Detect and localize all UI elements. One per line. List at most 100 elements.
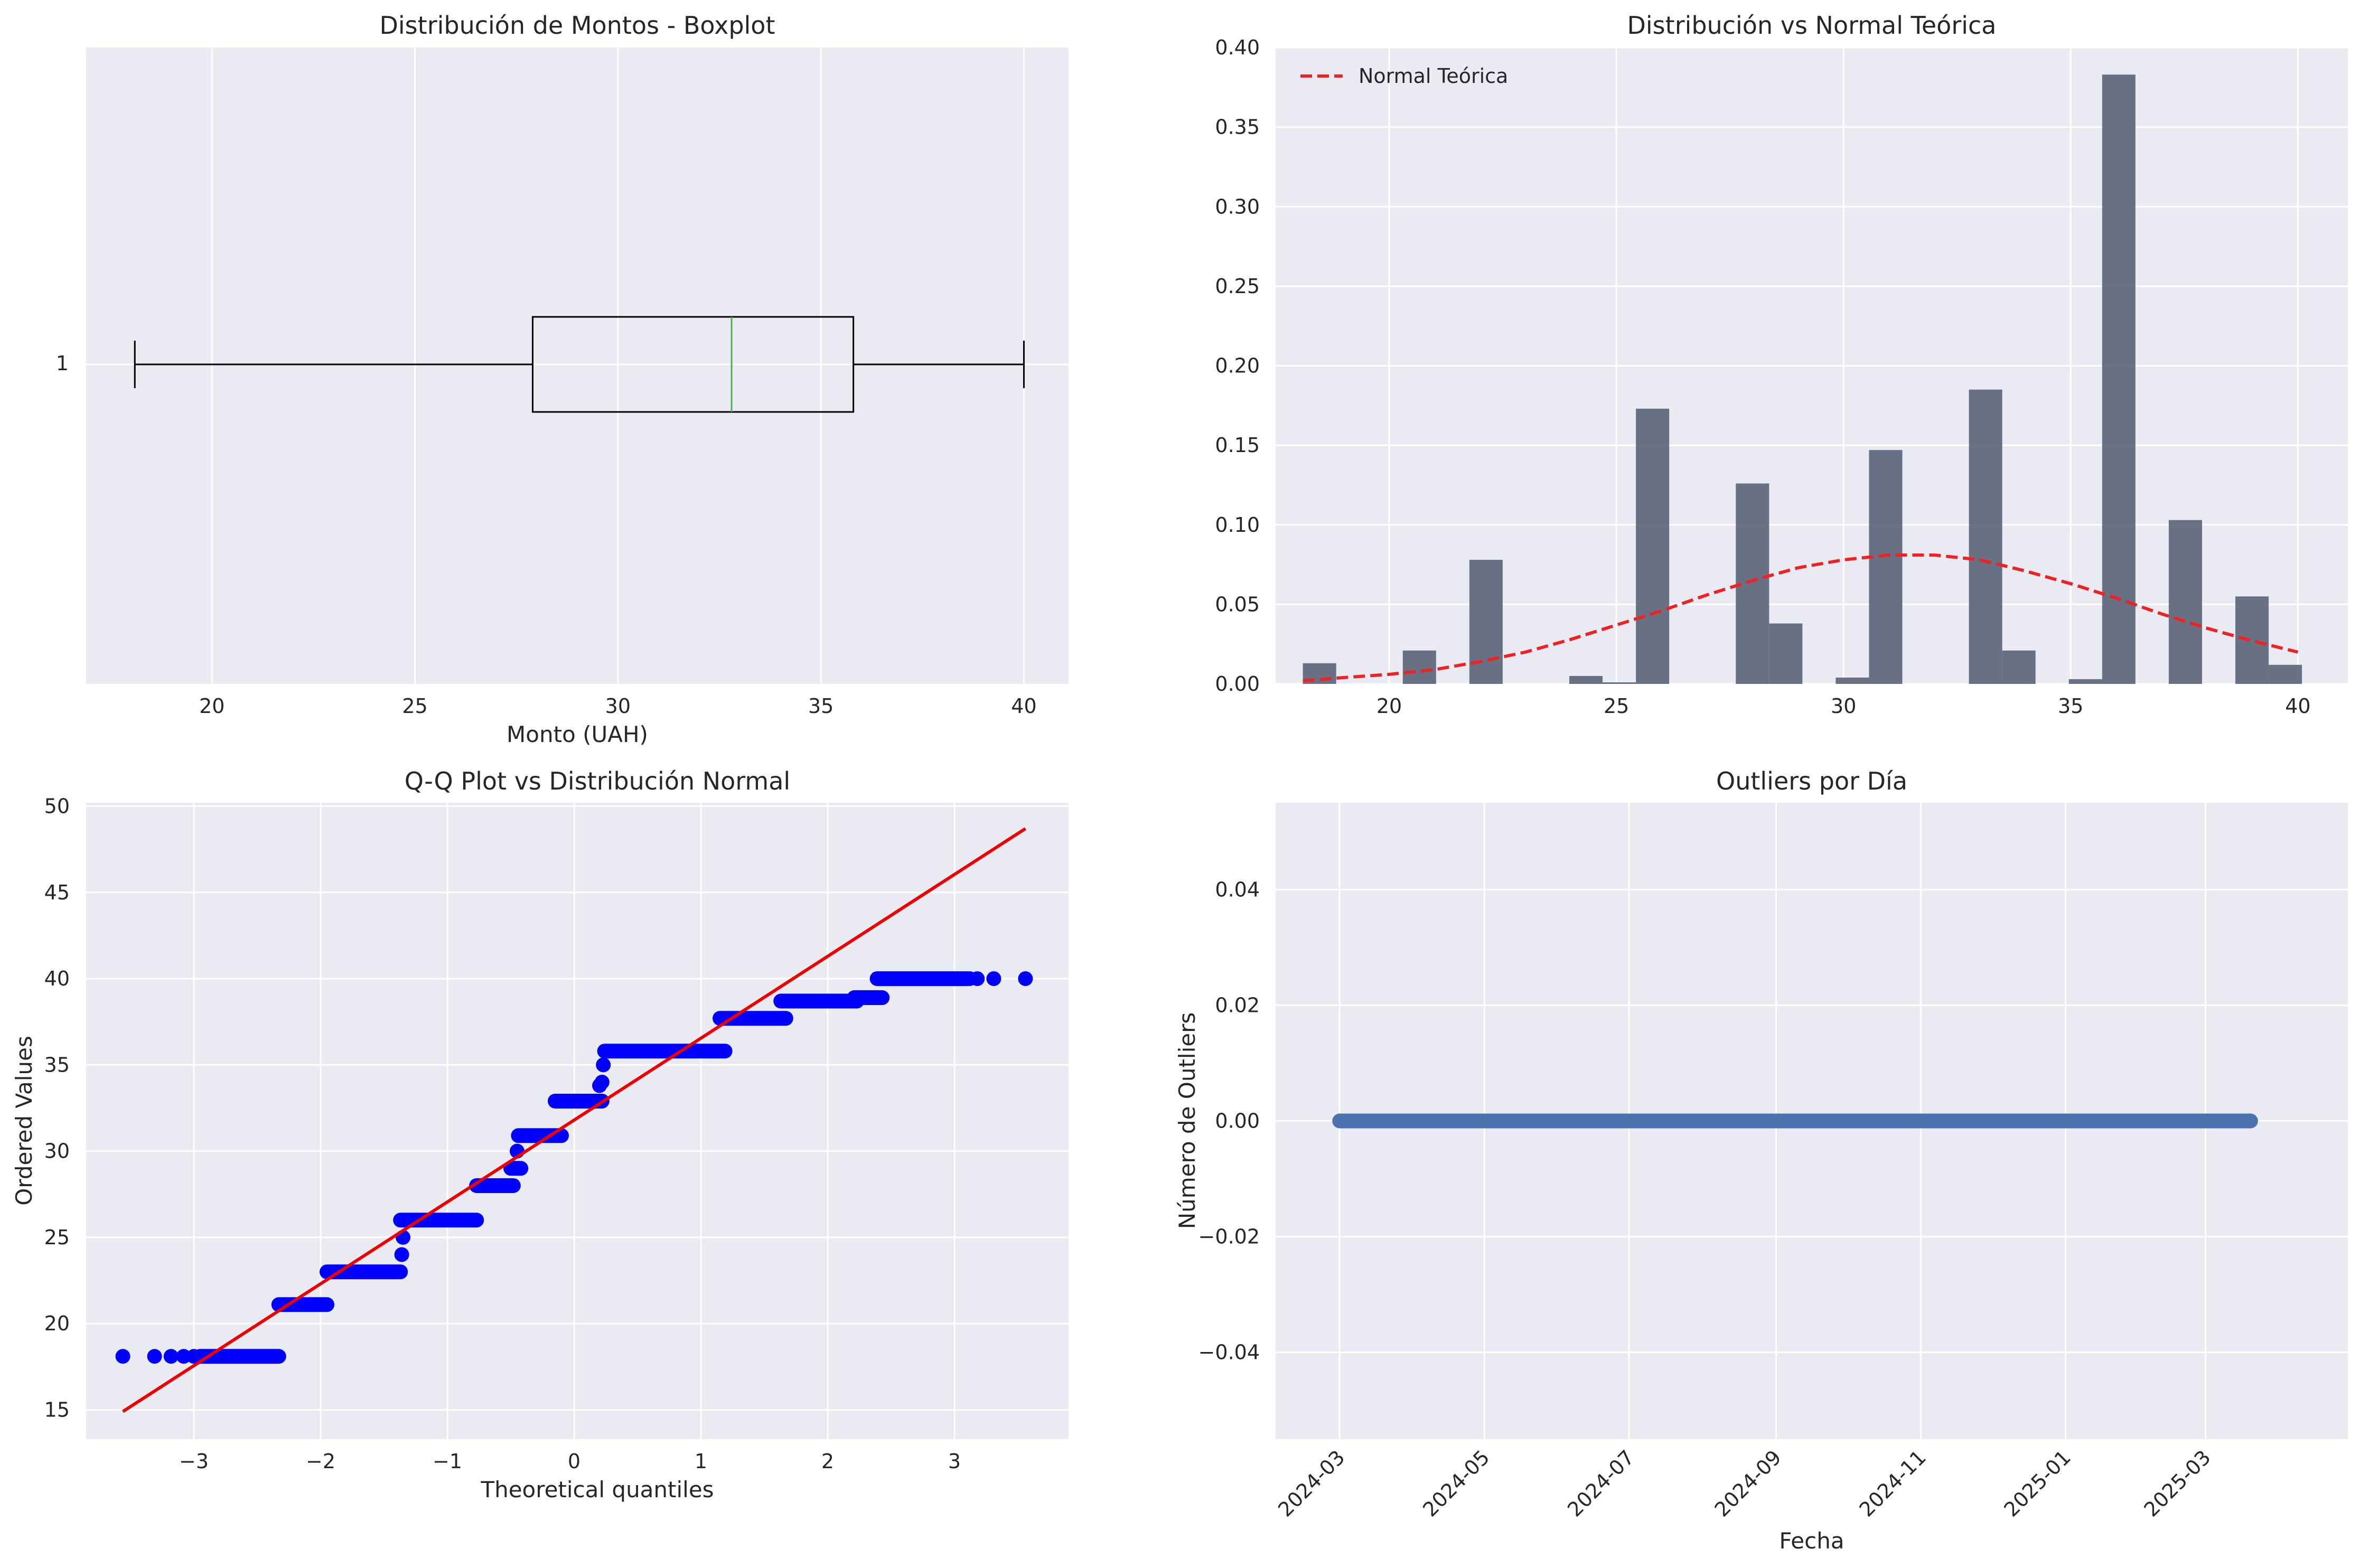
qq-point	[596, 1057, 611, 1073]
qq-point-run	[469, 1178, 521, 1193]
boxplot-y-tick-label: 1	[56, 352, 69, 375]
qq-point-run	[847, 990, 890, 1006]
histogram-x-tick-label: 20	[1376, 694, 1402, 718]
boxplot-x-tick-label: 40	[1011, 694, 1036, 718]
qq-point	[115, 1349, 130, 1364]
outliers-x-tick-label: 2025-01	[2000, 1445, 2075, 1521]
qq-x-tick-label: 3	[948, 1450, 961, 1473]
histogram-bar	[2168, 520, 2202, 684]
histogram-y-tick-label: 0.15	[1215, 434, 1260, 457]
qq-point	[163, 1349, 179, 1364]
histogram-bar	[1969, 389, 2002, 684]
qq-point-run	[773, 993, 865, 1009]
histogram-bar	[1469, 560, 1503, 684]
qq-y-tick-label: 35	[44, 1053, 70, 1076]
histogram-x-tick-label: 40	[2285, 694, 2310, 718]
qq-point	[186, 1349, 201, 1364]
outliers-x-tick-label: 2024-05	[1418, 1445, 1494, 1521]
qq-point-run	[713, 1011, 793, 1026]
normal-curve-line	[1303, 553, 2299, 682]
outliers-x-tick-label: 2025-03	[2140, 1445, 2215, 1521]
qq-fit-line	[121, 827, 1027, 1413]
histogram-bar	[2002, 650, 2036, 684]
qq-point	[1018, 971, 1033, 987]
qq-x-tick-label: −3	[179, 1450, 209, 1473]
histogram-y-tick-label: 0.05	[1215, 593, 1260, 616]
qq-point-run	[271, 1297, 334, 1312]
boxplot-x-ticks: 20 25 30 35 40	[199, 694, 1037, 718]
histogram-bar	[1603, 682, 1636, 684]
qq-y-tick-label: 30	[44, 1140, 70, 1163]
qq-point	[970, 971, 985, 987]
histogram-bar	[1402, 650, 1436, 684]
qq-y-tick-label: 45	[44, 881, 70, 904]
qq-x-tick-label: 1	[695, 1450, 707, 1473]
histogram-legend: Normal Teórica	[1300, 64, 1508, 88]
histogram-bar	[2235, 596, 2269, 684]
histogram-bar	[1769, 623, 1803, 684]
histogram-x-tick-label: 25	[1604, 694, 1629, 718]
qq-y-tick-label: 50	[44, 795, 70, 818]
qq-point-run	[869, 971, 975, 987]
histogram-y-tick-label: 0.10	[1215, 513, 1260, 537]
boxplot-x-axis-label: Monto (UAH)	[507, 721, 648, 747]
outliers-y-tick-label: −0.04	[1198, 1341, 1260, 1364]
qq-point-run	[393, 1213, 484, 1228]
qq-x-tick-label: −1	[433, 1450, 462, 1473]
boxplot-axes	[86, 48, 1069, 684]
qq-point-run	[597, 1044, 733, 1059]
histogram-y-tick-label: 0.40	[1215, 36, 1260, 59]
qq-point-run	[548, 1093, 610, 1109]
normal-curve	[1303, 553, 2299, 682]
histogram-bar	[2269, 664, 2302, 684]
histogram-bar	[2102, 74, 2136, 684]
boxplot-x-tick-label: 30	[605, 694, 631, 718]
histogram-bar	[1835, 677, 1869, 684]
outliers-x-axis-label: Fecha	[1779, 1528, 1844, 1554]
histogram-x-tick-label: 35	[2058, 694, 2083, 718]
qq-y-tick-label: 15	[44, 1398, 70, 1421]
histogram-y-tick-label: 0.30	[1215, 195, 1260, 218]
qq-panel: Q-Q Plot vs Distribución Normal −3 −2 −1 0 1…	[11, 767, 1069, 1503]
outliers-y-tick-label: 0.02	[1215, 993, 1260, 1017]
histogram-x-tick-label: 30	[1831, 694, 1856, 718]
histogram-bars	[1303, 74, 2302, 684]
outliers-y-tick-label: −0.02	[1198, 1225, 1260, 1248]
box-iqr	[531, 316, 855, 413]
histogram-bar	[1636, 408, 1670, 684]
qq-point-run	[503, 1161, 529, 1176]
qq-axes	[86, 803, 1069, 1439]
outliers-y-tick-label: 0.04	[1215, 878, 1260, 901]
qq-point	[594, 1075, 610, 1090]
qq-points	[115, 971, 1033, 1364]
legend-label-normal: Normal Teórica	[1359, 64, 1508, 88]
histogram-y-tick-label: 0.00	[1215, 672, 1260, 696]
qq-y-axis-label: Ordered Values	[11, 1036, 37, 1206]
outliers-panel: Outliers por Día 2024-03 2024-05 2024-07 20…	[1174, 767, 2348, 1554]
boxplot-x-tick-label: 20	[199, 694, 224, 718]
histogram-bar	[1569, 675, 1603, 684]
histogram-y-tick-label: 0.20	[1215, 354, 1260, 378]
qq-grid	[86, 803, 1069, 1439]
qq-title: Q-Q Plot vs Distribución Normal	[405, 767, 790, 795]
boxplot-title: Distribución de Montos - Boxplot	[379, 11, 775, 40]
boxplot-marks	[134, 316, 1025, 413]
qq-y-tick-label: 40	[44, 967, 70, 990]
histogram-bar	[1736, 483, 1769, 684]
histogram-title: Distribución vs Normal Teórica	[1627, 11, 1996, 40]
outliers-x-tick-label: 2024-07	[1563, 1445, 1638, 1521]
outliers-y-axis-label: Número de Outliers	[1174, 1012, 1200, 1229]
qq-x-tick-label: 0	[568, 1450, 580, 1473]
qq-y-tick-label: 20	[44, 1312, 70, 1335]
qq-x-axis-label: Theoretical quantiles	[480, 1477, 714, 1503]
outliers-points	[1332, 1113, 2258, 1129]
qq-x-tick-label: 2	[821, 1450, 834, 1473]
histogram-ticks: 20 25 30 35 40 0.00 0.05 0.10 0.15 0.20 0.25 0.30 0.…	[1215, 36, 2310, 718]
histogram-panel: Distribución vs Normal Teórica 20 25 30 35 4…	[1215, 11, 2348, 718]
outliers-title: Outliers por Día	[1716, 767, 1907, 795]
boxplot-x-tick-label: 25	[402, 694, 427, 718]
histogram-bar	[1869, 450, 1903, 684]
boxplot-panel: Distribución de Montos - Boxplot 20 25 30 3…	[56, 11, 1069, 747]
qq-fit-line-segment	[121, 827, 1027, 1413]
